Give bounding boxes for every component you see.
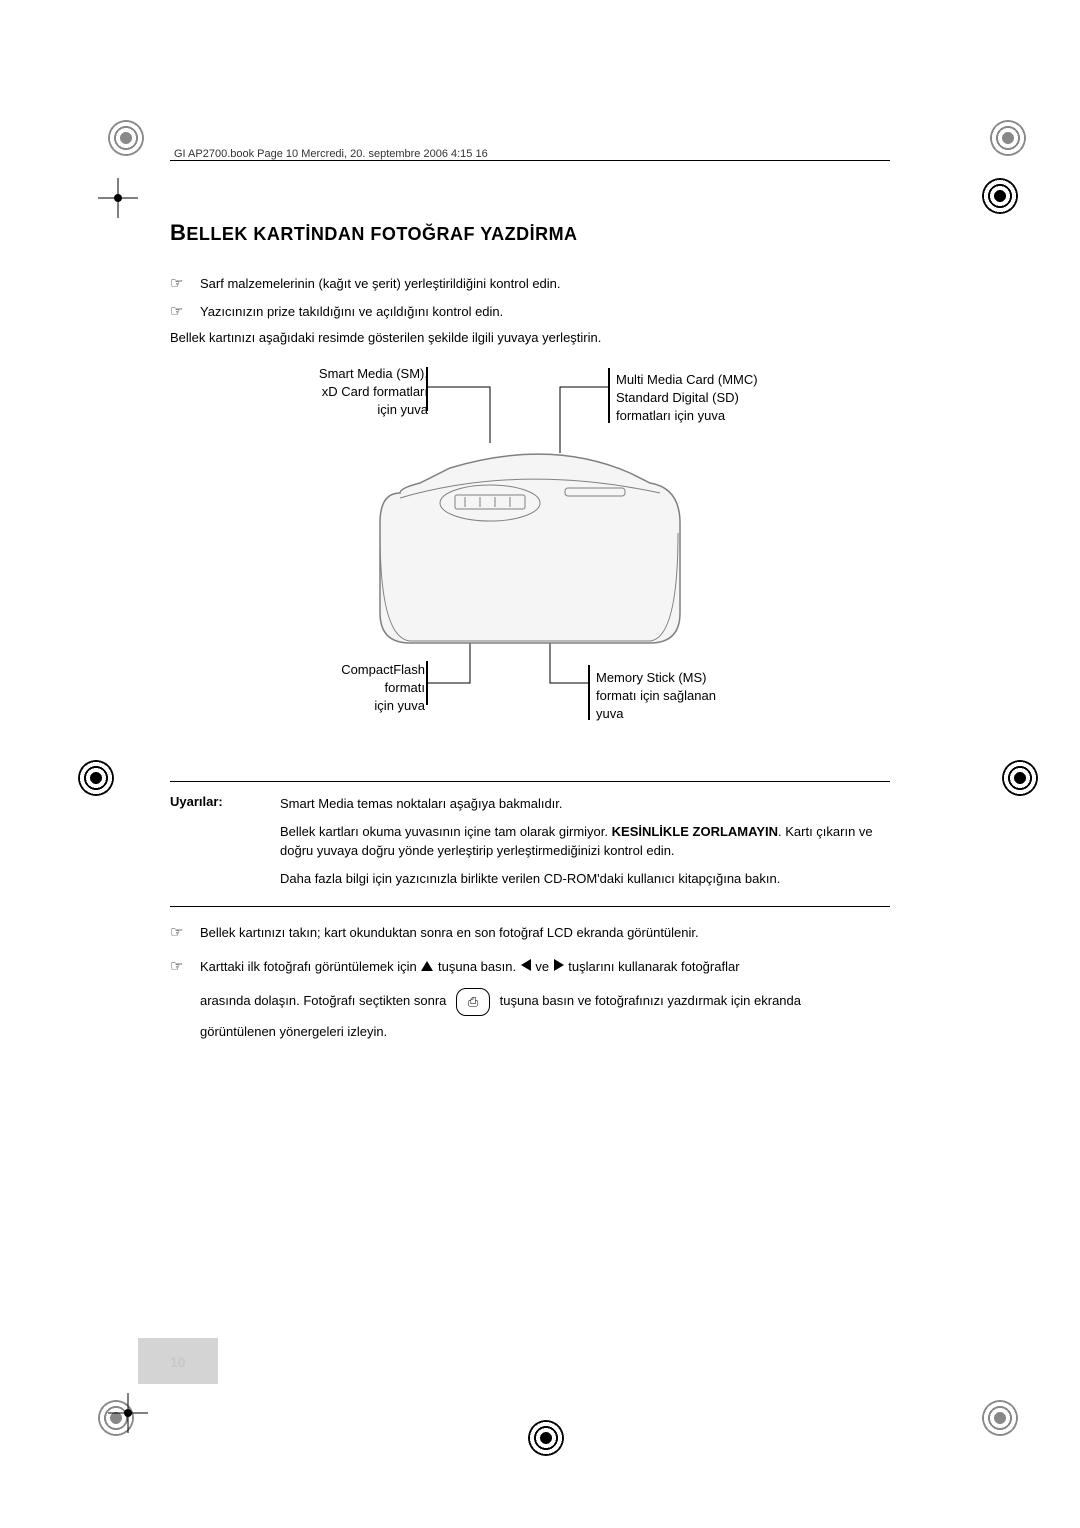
diagram-label-cf: CompactFlash formatı için yuva xyxy=(325,661,425,716)
instr-text: arasında dolaşın. Fotoğrafı seçtikten so… xyxy=(200,993,450,1008)
divider xyxy=(170,781,890,782)
instr-text: ve xyxy=(535,959,552,974)
instr-text: tuşuna basın ve fotoğrafınızı yazdırmak … xyxy=(500,993,801,1008)
right-triangle-icon xyxy=(553,958,565,972)
instr-text: tuşlarını kullanarak fotoğraflar xyxy=(568,959,739,974)
warning-text: Smart Media temas noktaları aşağıya bakm… xyxy=(280,794,563,814)
instr-text: Karttaki ilk fotoğrafı görüntülemek için xyxy=(200,959,420,974)
bullet-item: ☞Sarf malzemelerinin (kağıt ve şerit) ye… xyxy=(170,272,890,296)
warning-row: . Daha fazla bilgi için yazıcınızla birl… xyxy=(170,869,890,889)
warning-text: Daha fazla bilgi için yazıcınızla birlik… xyxy=(280,869,780,889)
warning-label: Uyarılar: xyxy=(170,794,280,814)
instr-text: görüntülenen yönergeleri izleyin. xyxy=(200,1024,387,1039)
crop-mark xyxy=(108,1393,148,1438)
bullet-text: Sarf malzemelerinin (kağıt ve şerit) yer… xyxy=(200,276,561,291)
instr-text: tuşuna basın. xyxy=(438,959,520,974)
bullet-item: ☞Yazıcınızın prize takıldığını ve açıldı… xyxy=(170,300,890,324)
up-triangle-icon xyxy=(420,960,434,972)
pointer-icon: ☞ xyxy=(170,272,200,296)
instr-text: Bellek kartınızı takın; kart okunduktan … xyxy=(200,925,699,940)
divider xyxy=(170,906,890,907)
pointer-icon: ☞ xyxy=(170,300,200,324)
diagram-label-ms: Memory Stick (MS) formatı için sağlanan … xyxy=(596,669,716,724)
warning-text: Bellek kartları okuma yuvasının içine ta… xyxy=(280,822,890,861)
header-rule xyxy=(170,160,890,161)
crop-mark xyxy=(98,178,138,223)
page-number: 10 xyxy=(170,1354,186,1370)
pointer-icon: ☞ xyxy=(170,921,200,945)
header-text: GI AP2700.book Page 10 Mercredi, 20. sep… xyxy=(174,148,492,160)
page-content: BELLEK KARTİNDAN FOTOĞRAF YAZDİRMA ☞Sarf… xyxy=(170,220,890,1051)
warning-row: Uyarılar: Smart Media temas noktaları aş… xyxy=(170,794,890,814)
title-rest: ELLEK KARTİNDAN FOTOĞRAF YAZDİRMA xyxy=(186,224,577,244)
left-triangle-icon xyxy=(520,958,532,972)
warning-row: . Bellek kartları okuma yuvasının içine … xyxy=(170,822,890,861)
intro-text: Bellek kartınızı aşağıdaki resimde göste… xyxy=(170,330,890,345)
pointer-icon: ☞ xyxy=(170,949,200,985)
page-title: BELLEK KARTİNDAN FOTOĞRAF YAZDİRMA xyxy=(170,220,890,246)
diagram-label-mmc: Multi Media Card (MMC) Standard Digital … xyxy=(616,371,758,426)
printer-diagram: Smart Media (SM), xD Card formatları içi… xyxy=(170,363,890,763)
diagram-label-sm: Smart Media (SM), xD Card formatları içi… xyxy=(288,365,428,420)
instruction-block: ☞Bellek kartınızı takın; kart okunduktan… xyxy=(170,921,890,1047)
print-button-icon: ⎙ xyxy=(456,988,490,1016)
bullet-text: Yazıcınızın prize takıldığını ve açıldığ… xyxy=(200,304,503,319)
title-first-cap: B xyxy=(170,220,186,245)
